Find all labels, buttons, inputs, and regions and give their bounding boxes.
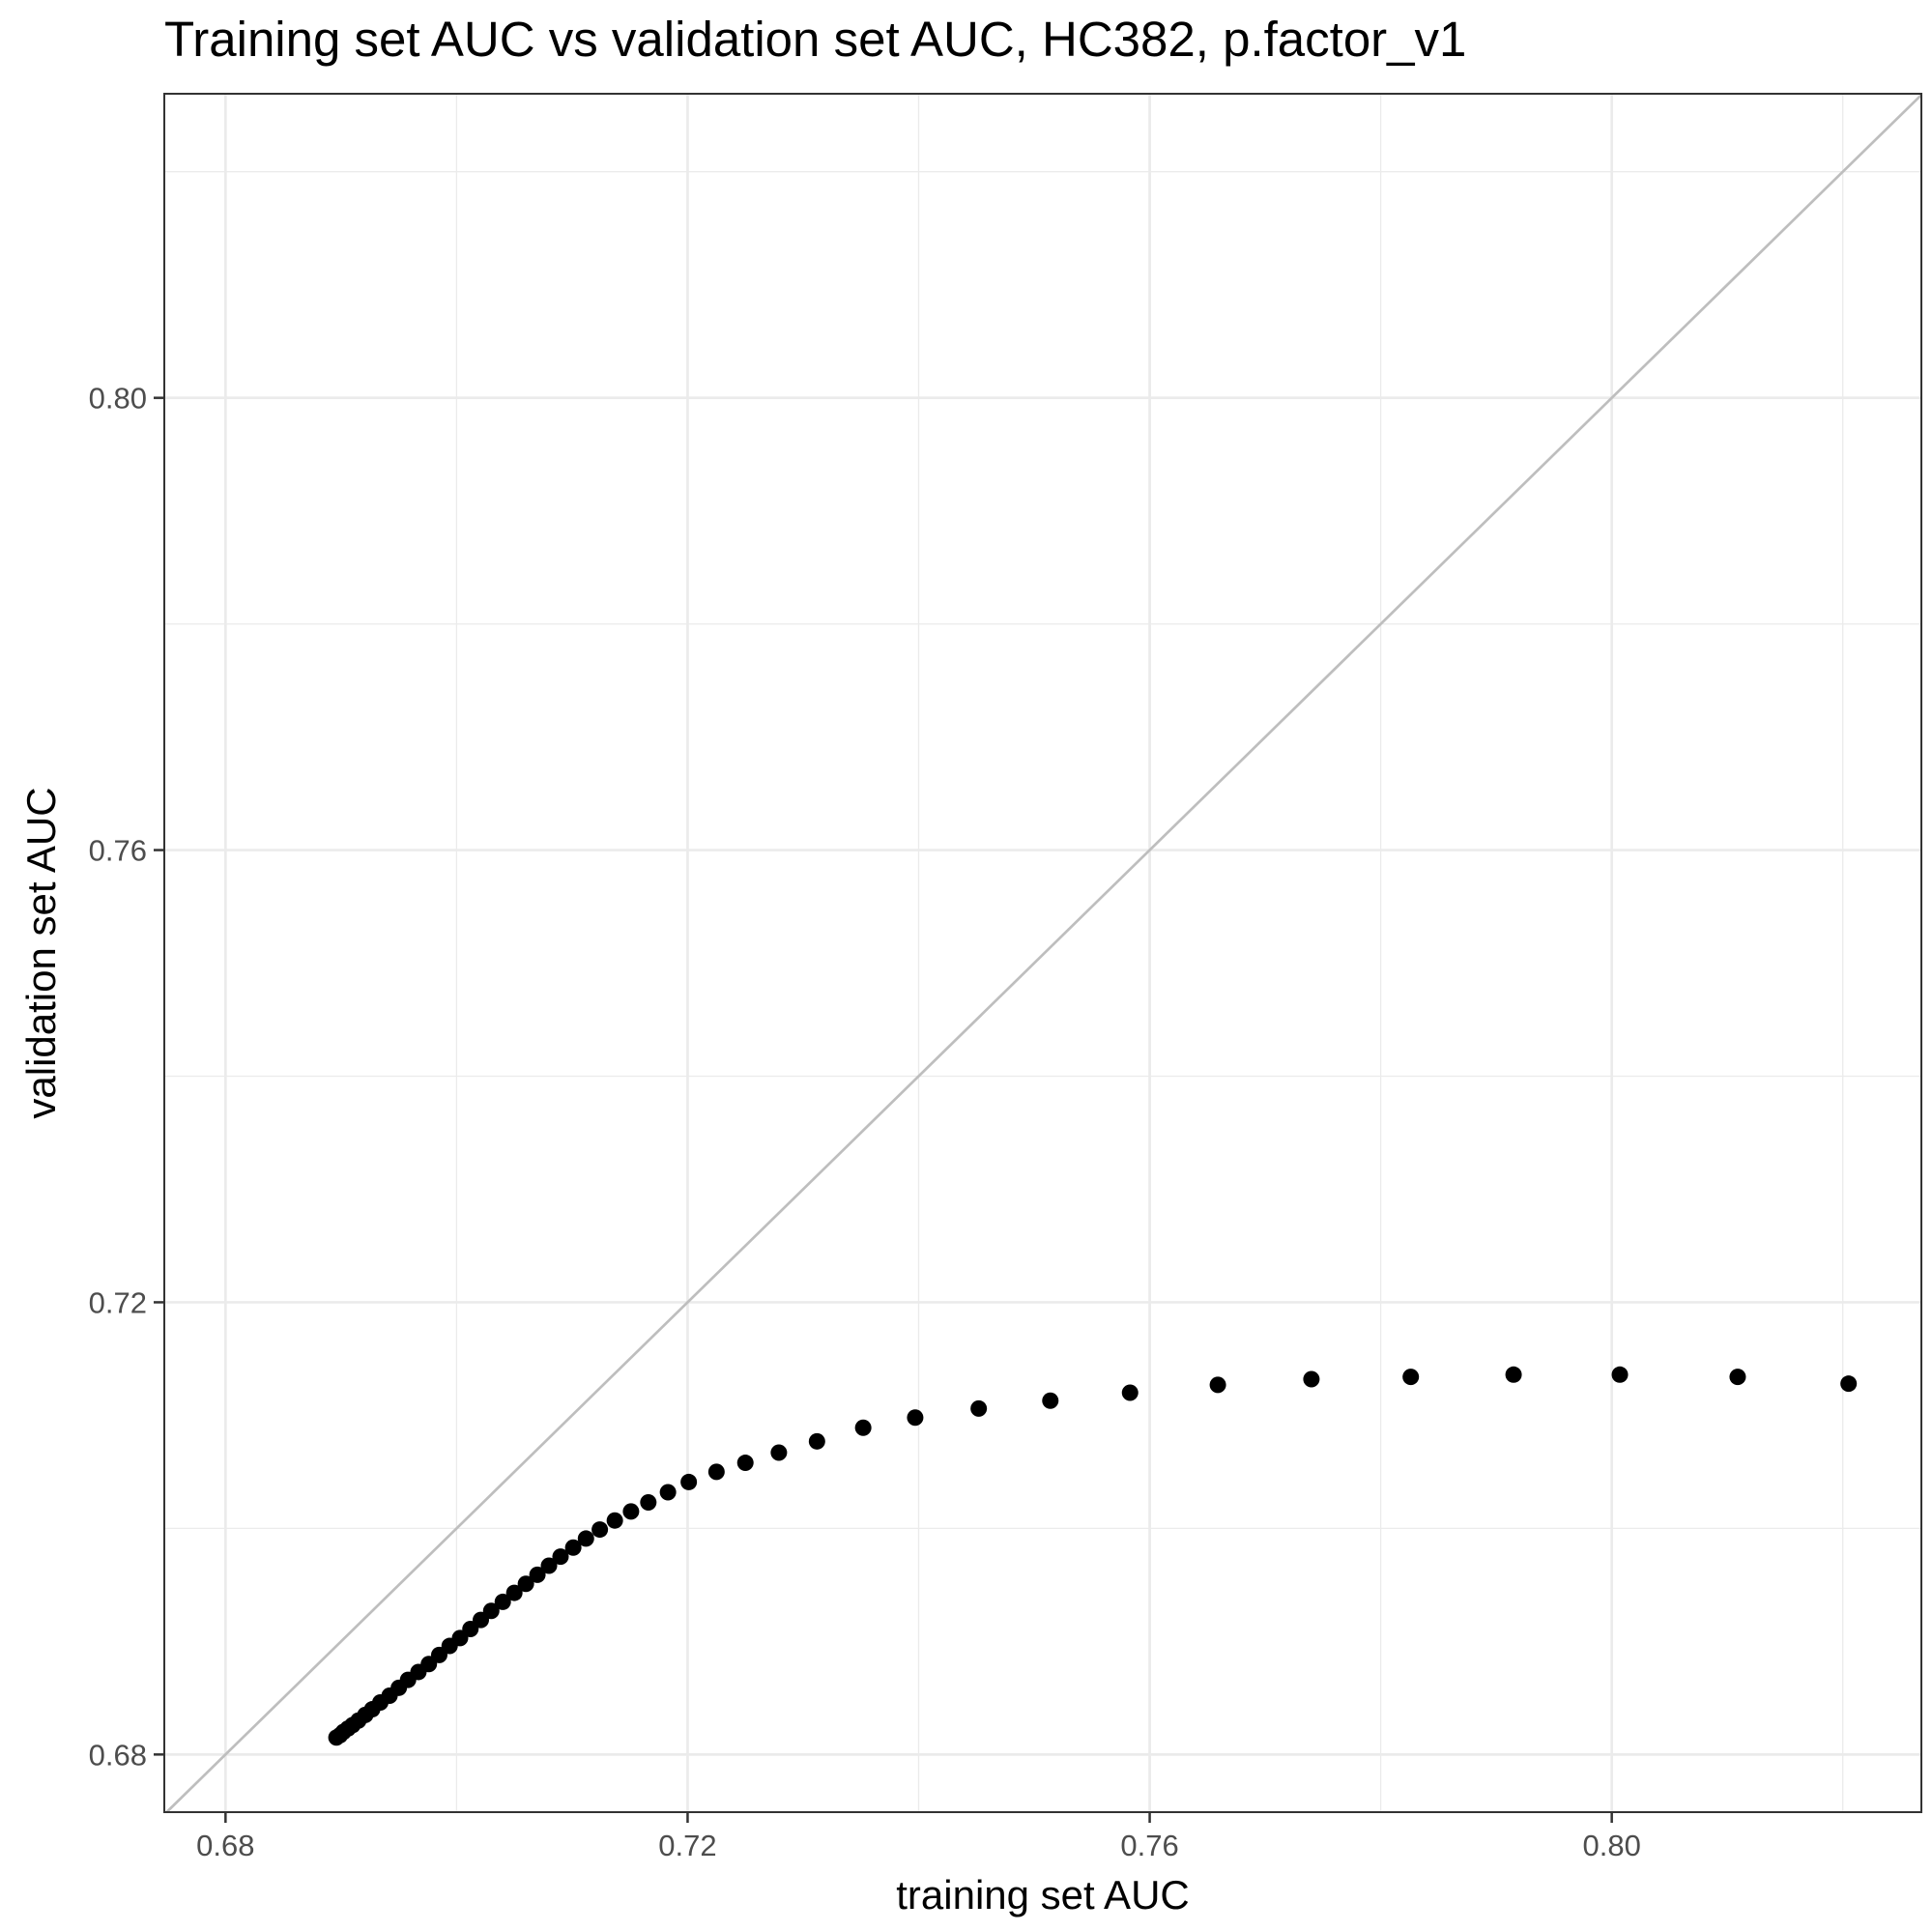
identity-reference-line xyxy=(165,94,1922,1813)
data-point xyxy=(540,1557,558,1574)
data-point xyxy=(970,1399,988,1417)
y-tick-label: 0.72 xyxy=(89,1285,147,1319)
data-point xyxy=(1611,1366,1629,1383)
data-point xyxy=(622,1503,640,1520)
chart-title: Training set AUC vs validation set AUC, … xyxy=(164,12,1466,67)
data-point xyxy=(1729,1369,1746,1386)
data-point xyxy=(1402,1369,1420,1386)
data-points xyxy=(328,1366,1858,1746)
data-point xyxy=(494,1593,511,1610)
data-point xyxy=(564,1539,582,1556)
data-point xyxy=(907,1409,924,1427)
data-point xyxy=(1505,1366,1522,1383)
data-point xyxy=(577,1530,594,1547)
data-point xyxy=(1121,1384,1139,1401)
data-point xyxy=(517,1575,534,1593)
data-point xyxy=(1209,1376,1226,1394)
x-tick-label: 0.76 xyxy=(1120,1829,1178,1862)
data-point xyxy=(529,1566,546,1583)
data-point xyxy=(482,1602,500,1620)
data-point xyxy=(505,1584,523,1601)
data-point xyxy=(1840,1375,1858,1393)
data-point xyxy=(736,1455,754,1472)
x-tick-label: 0.72 xyxy=(658,1829,716,1862)
data-point xyxy=(1042,1392,1059,1409)
data-point xyxy=(552,1548,569,1566)
plot-panel-border xyxy=(163,93,1922,1813)
y-tick-label: 0.68 xyxy=(89,1738,147,1772)
y-tick-label: 0.80 xyxy=(89,382,147,416)
axes: 0.68 0.72 0.76 0.80 0.68 0.72 0.76 0.80 xyxy=(89,382,1641,1862)
y-tick-label: 0.76 xyxy=(89,834,147,868)
data-point xyxy=(680,1473,698,1490)
data-point xyxy=(659,1484,677,1501)
x-axis-title: training set AUC xyxy=(896,1872,1189,1918)
data-point xyxy=(606,1512,623,1529)
data-point xyxy=(770,1444,788,1461)
data-point xyxy=(707,1463,725,1481)
data-point xyxy=(1303,1370,1320,1388)
x-tick-label: 0.80 xyxy=(1582,1829,1640,1862)
data-point xyxy=(640,1493,657,1511)
y-axis-title: validation set AUC xyxy=(18,787,64,1118)
x-tick-label: 0.68 xyxy=(196,1829,254,1862)
data-point xyxy=(591,1521,609,1539)
data-point xyxy=(854,1419,872,1436)
data-point xyxy=(808,1432,825,1450)
